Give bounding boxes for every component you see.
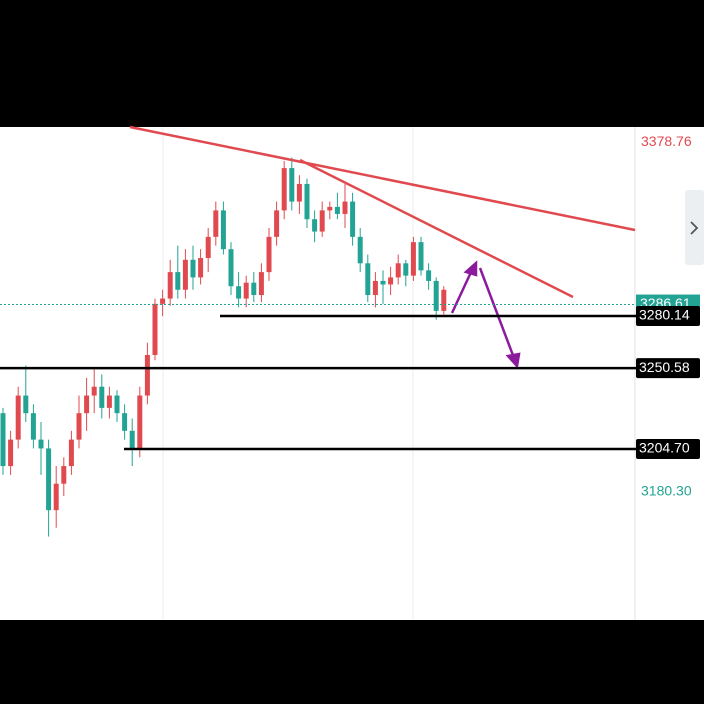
candle-body — [418, 242, 424, 271]
chevron-icon — [690, 221, 699, 235]
y-tick-label: 3180.30 — [641, 483, 692, 499]
arrow-down — [478, 267, 516, 359]
candle-body — [433, 280, 439, 311]
candle-body — [281, 168, 287, 211]
candle-body — [304, 183, 310, 220]
candle-body — [251, 282, 257, 296]
arrow-head — [505, 352, 521, 369]
candle-body — [144, 354, 150, 396]
candle-body — [380, 280, 386, 285]
candle-body — [243, 282, 249, 299]
candle-body — [122, 413, 128, 431]
candle-body — [0, 413, 6, 467]
candle-body — [137, 395, 143, 449]
candle-body — [342, 201, 348, 214]
trendline — [299, 158, 574, 299]
candle-body — [350, 201, 356, 237]
candle-body — [372, 280, 378, 296]
candle-body — [441, 289, 447, 311]
series-layer — [0, 157, 447, 537]
candle-body — [327, 206, 333, 211]
candle-body — [167, 272, 173, 299]
candle-body — [312, 219, 318, 232]
candle-body — [30, 413, 36, 440]
candle-body — [46, 448, 52, 511]
candle-body — [91, 386, 97, 396]
level-label-box — [636, 358, 700, 379]
y-tick-label: 3378.76 — [641, 133, 692, 149]
candle-body — [365, 263, 371, 296]
candle-body — [388, 277, 394, 285]
candle-body — [182, 259, 188, 290]
candle-body — [99, 386, 105, 408]
plot-area — [0, 127, 704, 620]
level-label: 3204.70 — [639, 440, 690, 456]
candle-body — [38, 439, 44, 449]
candle-body — [152, 303, 158, 355]
candle-body — [76, 413, 82, 440]
candle-body — [190, 259, 196, 278]
candle-body — [106, 395, 112, 408]
candle-body — [61, 466, 67, 484]
candle-body — [266, 236, 272, 273]
candle-body — [228, 249, 234, 287]
candle-body — [274, 210, 280, 237]
candle-body — [213, 210, 219, 237]
candle-body — [258, 272, 264, 296]
arrow-up — [450, 269, 474, 314]
level-label: 3280.14 — [639, 307, 690, 323]
candle-body — [319, 210, 325, 232]
trendline — [129, 125, 636, 232]
candle-body — [160, 298, 166, 304]
candle-body — [205, 236, 211, 259]
candle-body — [8, 439, 14, 467]
candle-body — [357, 236, 363, 264]
candle-body — [410, 242, 416, 276]
candle-body — [426, 270, 432, 281]
level-label-box — [636, 438, 700, 459]
candle-body — [23, 395, 29, 414]
candle-body — [175, 272, 181, 290]
candle-body — [129, 430, 135, 449]
candle-body — [395, 263, 401, 278]
candle-body — [403, 263, 409, 276]
candle-body — [114, 395, 120, 414]
level-label: 3250.58 — [639, 359, 690, 375]
candle-body — [198, 258, 204, 278]
candle-body — [220, 210, 226, 250]
candle-body — [289, 168, 295, 202]
candle-body — [334, 206, 340, 214]
candle-body — [296, 183, 302, 202]
arrow-head — [463, 260, 478, 277]
forecast-arrows — [450, 260, 521, 369]
candle-body — [53, 483, 59, 511]
candle-body — [84, 395, 90, 414]
candle-body — [68, 439, 74, 467]
level-label-box — [636, 305, 700, 326]
side-toggle[interactable] — [685, 190, 704, 265]
candle-body — [236, 286, 242, 299]
candle-body — [15, 395, 21, 440]
